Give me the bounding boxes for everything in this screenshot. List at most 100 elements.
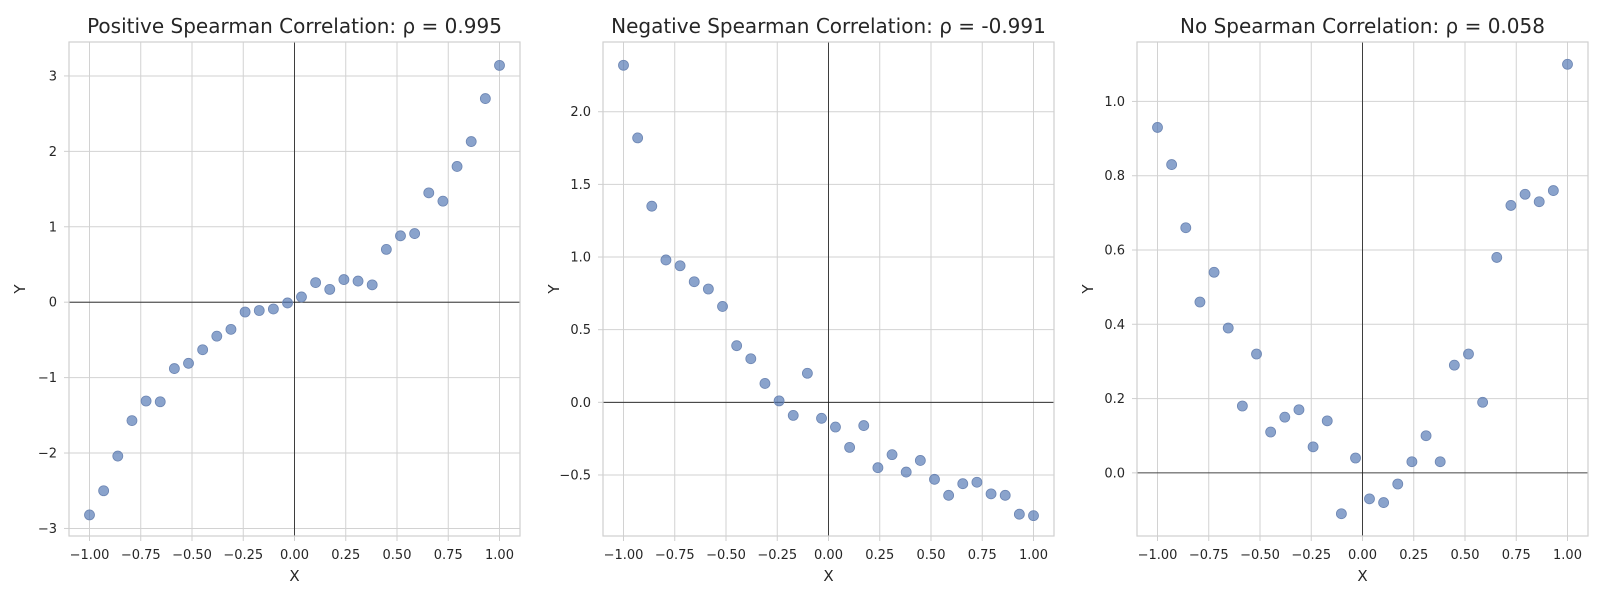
y-tick-label: 0.0	[570, 396, 591, 411]
x-axis-label: X	[1357, 567, 1367, 585]
data-point	[1279, 411, 1291, 423]
data-point	[999, 489, 1011, 501]
chart-title: No Spearman Correlation: ρ = 0.058	[1180, 14, 1545, 38]
data-point	[1152, 122, 1163, 133]
y-tick-label: 2	[49, 145, 57, 160]
data-point	[380, 244, 392, 255]
data-point	[154, 396, 166, 408]
x-tick-label: 0.00	[814, 548, 843, 563]
x-tick-label: 0.75	[968, 548, 997, 563]
data-point	[618, 59, 629, 71]
data-point	[1251, 348, 1262, 360]
data-point	[1562, 58, 1573, 70]
x-tick-label: 0.50	[917, 548, 946, 563]
y-tick-label: 0.5	[570, 323, 591, 338]
data-point	[183, 357, 194, 369]
no-correlation-panel: No Spearman Correlation: ρ = 0.058 X Y −…	[1079, 14, 1589, 585]
data-point	[98, 485, 110, 497]
data-point	[717, 301, 728, 312]
data-point	[423, 187, 435, 199]
data-point	[1533, 196, 1545, 208]
data-point	[773, 395, 785, 407]
data-point	[1547, 185, 1559, 196]
data-point	[688, 276, 700, 288]
data-point	[1194, 296, 1206, 308]
data-point	[674, 260, 686, 272]
data-point	[451, 161, 463, 172]
data-point	[494, 59, 505, 71]
data-point	[1378, 497, 1390, 508]
data-point	[239, 306, 251, 318]
x-tick-label: 0.75	[434, 548, 463, 563]
data-point	[787, 410, 799, 421]
data-point	[338, 274, 350, 285]
y-tick-label: 3	[49, 69, 57, 84]
x-tick-label: −0.25	[757, 548, 797, 563]
data-point	[801, 367, 813, 379]
data-point	[197, 344, 209, 356]
data-point	[479, 93, 491, 104]
x-tick-label: −0.75	[1189, 548, 1229, 563]
data-point	[957, 478, 969, 490]
data-point	[1265, 426, 1277, 438]
data-point	[929, 473, 940, 485]
y-tick-label: −2	[38, 447, 57, 462]
y-tick-label: 1.0	[570, 251, 591, 266]
x-tick-label: −1.00	[70, 548, 110, 563]
data-point	[632, 132, 644, 144]
data-point	[324, 283, 336, 295]
data-point	[1307, 441, 1319, 453]
data-point	[1166, 159, 1178, 170]
data-point	[366, 279, 378, 291]
x-tick-label: −1.00	[1138, 548, 1178, 563]
x-tick-label: −0.75	[121, 548, 161, 563]
data-point	[914, 455, 926, 466]
data-point	[126, 415, 138, 427]
y-tick-label: 0.2	[1104, 392, 1125, 407]
y-tick-label: −1	[38, 371, 57, 386]
data-point	[816, 412, 827, 424]
data-point	[759, 378, 771, 389]
x-tick-label: −0.50	[172, 548, 212, 563]
data-point	[1519, 188, 1531, 200]
data-point	[1420, 430, 1432, 442]
x-tick-label: 0.50	[383, 548, 412, 563]
data-point	[985, 488, 997, 500]
data-point	[971, 476, 983, 488]
data-point	[731, 340, 743, 352]
data-point	[660, 254, 672, 266]
y-tick-label: 1	[49, 220, 57, 235]
y-tick-label: 0	[49, 296, 57, 311]
chart-title: Positive Spearman Correlation: ρ = 0.995	[87, 14, 502, 38]
data-point	[943, 489, 955, 501]
positive-correlation-panel: Positive Spearman Correlation: ρ = 0.995…	[11, 14, 521, 585]
data-point	[168, 363, 180, 374]
data-point	[1013, 508, 1025, 520]
data-point	[1477, 396, 1489, 408]
negative-correlation-panel: Negative Spearman Correlation: ρ = -0.99…	[545, 14, 1055, 585]
y-axis-label: Y	[1079, 284, 1097, 295]
data-point	[844, 441, 856, 453]
data-point	[112, 450, 124, 462]
data-point	[1321, 415, 1333, 427]
x-axis-label: X	[823, 567, 833, 585]
x-tick-label: −0.50	[706, 548, 746, 563]
chart-title: Negative Spearman Correlation: ρ = -0.99…	[611, 14, 1046, 38]
data-point	[1406, 456, 1418, 468]
x-tick-label: 0.75	[1502, 548, 1531, 563]
data-point	[1335, 508, 1347, 520]
x-tick-label: −0.25	[1291, 548, 1331, 563]
data-point	[1208, 266, 1220, 278]
data-point	[465, 136, 477, 147]
x-tick-label: −0.25	[223, 548, 263, 563]
data-point	[409, 228, 421, 239]
y-tick-label: −0.5	[559, 468, 591, 483]
data-point	[858, 420, 870, 431]
data-point	[1028, 510, 1039, 522]
data-point	[900, 466, 912, 478]
data-point	[1448, 359, 1460, 371]
y-axis-label: Y	[545, 284, 563, 295]
data-point	[140, 395, 152, 407]
x-tick-label: 0.00	[280, 548, 309, 563]
y-tick-label: 0.4	[1104, 318, 1125, 333]
